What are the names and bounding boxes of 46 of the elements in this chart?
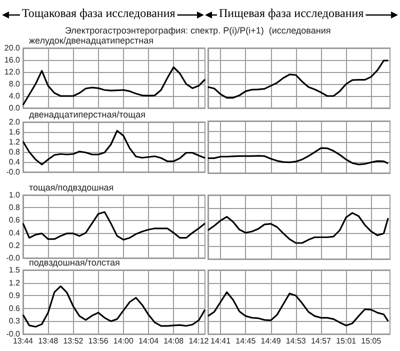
x-tick-label: 15:01 [336, 336, 357, 346]
y-tick-label: 1.5 [8, 266, 21, 274]
y-tick-label: 4.0 [8, 92, 21, 100]
y-tick-label: 0.6 [8, 304, 21, 313]
x-tick-label: 14:57 [310, 336, 332, 346]
y-axis-title: тощая/подвздошная [29, 182, 114, 192]
y-tick-label: -0.0 [6, 254, 21, 262]
y-tick-label: 0.3 [8, 316, 21, 326]
y-tick-label: 0.0 [8, 104, 21, 112]
y-tick-label: 0.4 [8, 158, 21, 166]
y-tick-label: 1.6 [8, 128, 21, 136]
x-tick-label: 14:41 [210, 336, 232, 346]
y-tick-label: 1.2 [8, 138, 21, 146]
y-axis-title: подвздошная/толстая [29, 258, 120, 268]
y-tick-label: -0.0 [6, 330, 21, 338]
y-tick-label: 20.0 [4, 44, 21, 52]
chart-subtitle: Электрогастроэнтерография: спектр. P(i)/P(i+1) (исследования [65, 26, 331, 36]
x-tick-label: 14:49 [260, 336, 282, 346]
y-tick-label: 1.0 [8, 190, 21, 200]
x-tick-label: 13:56 [88, 336, 109, 346]
x-tick-label: 14:12 [188, 336, 210, 346]
y-tick-label: 0.8 [8, 148, 21, 156]
chart-title: Тощаковая фаза исследования [22, 6, 176, 20]
x-tick-label: 14:04 [138, 336, 160, 346]
x-tick-label: 15:05 [361, 336, 382, 346]
y-tick-label: 0.2 [8, 240, 21, 250]
x-tick-label: 14:08 [164, 336, 184, 346]
y-tick-label: 0.9 [8, 291, 21, 300]
x-tick-label: 13:44 [12, 336, 34, 346]
y-tick-label: 0.6 [8, 216, 21, 225]
chart-title: Пищевая фаза исследования [219, 6, 364, 20]
x-tick-label: 14:53 [286, 336, 306, 346]
x-tick-label: 13:48 [38, 336, 59, 346]
y-tick-label: 0.8 [8, 203, 21, 212]
y-axis-title: двенадцатиперстная/тощая [29, 110, 146, 120]
y-axis-title: желудок/двенадцатиперстная [29, 36, 154, 46]
y-tick-label: 0.4 [8, 228, 21, 238]
y-tick-label: 8.0 [8, 80, 21, 88]
y-tick-label: 2.0 [8, 118, 21, 126]
x-tick-label: 13:52 [63, 336, 84, 346]
y-tick-label: -0.0 [6, 168, 21, 176]
y-tick-label: 12.0 [4, 68, 21, 76]
x-tick-label: 14:45 [236, 336, 256, 346]
y-tick-label: 16.0 [4, 56, 21, 64]
y-tick-label: 1.2 [8, 278, 21, 288]
x-tick-label: 14:00 [113, 336, 134, 346]
